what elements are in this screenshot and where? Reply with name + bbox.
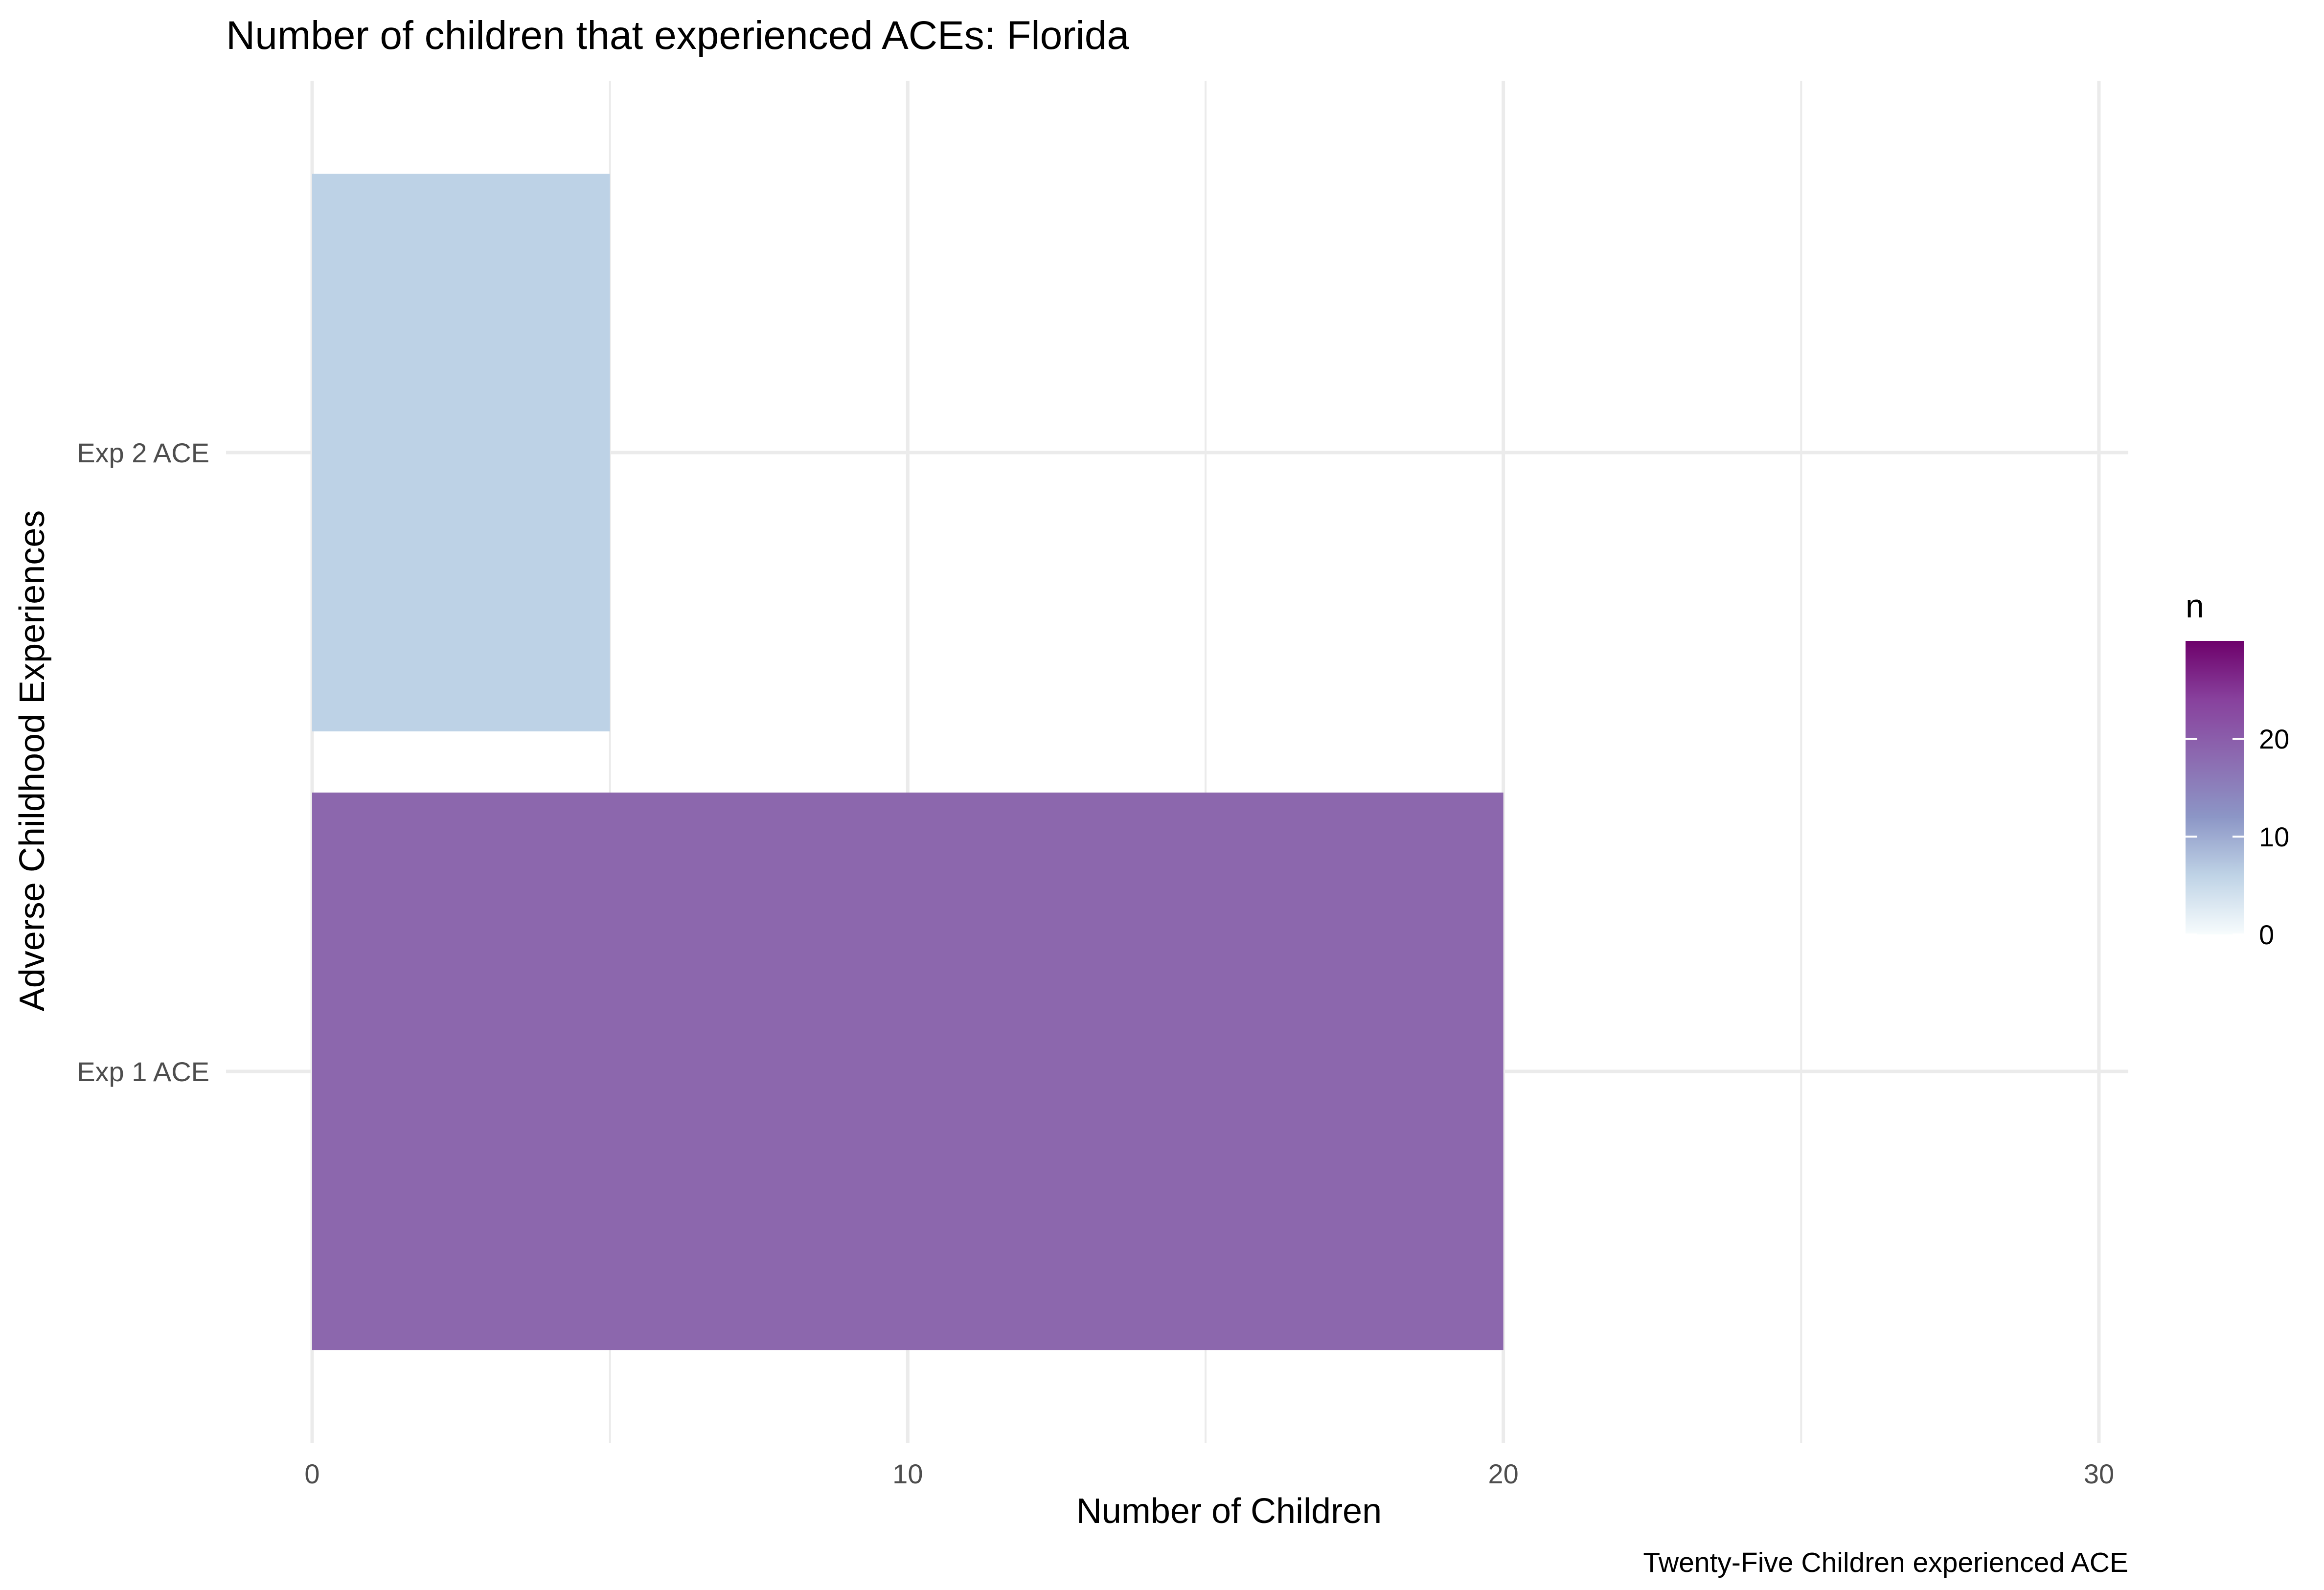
x-tick-label: 30 — [2084, 1458, 2114, 1489]
colorbar — [2186, 641, 2244, 934]
chart-caption: Twenty-Five Children experienced ACE — [1643, 1547, 2128, 1578]
x-tick-label: 0 — [304, 1458, 319, 1489]
y-tick-label: Exp 1 ACE — [77, 1056, 209, 1087]
y-tick-label: Exp 2 ACE — [77, 437, 209, 468]
y-axis-title: Adverse Childhood Experiences — [13, 510, 52, 1012]
x-tick-label: 20 — [1488, 1458, 1519, 1489]
x-tick-labels: 0 10 20 30 — [304, 1458, 2114, 1489]
colorbar-ticks: 0 10 20 — [2186, 724, 2289, 950]
colorbar-tick-label: 0 — [2259, 919, 2274, 950]
bar-exp-1-ace — [312, 793, 1504, 1350]
x-tick-label: 10 — [892, 1458, 923, 1489]
colorbar-tick-label: 20 — [2259, 724, 2289, 754]
bar-exp-2-ace — [312, 174, 610, 731]
chart-title: Number of children that experienced ACEs… — [226, 13, 1129, 58]
y-tick-labels: Exp 1 ACE Exp 2 ACE — [77, 437, 209, 1087]
legend-title: n — [2186, 588, 2204, 625]
x-axis-title: Number of Children — [1076, 1492, 1382, 1531]
colorbar-tick-label: 10 — [2259, 821, 2289, 852]
color-legend: n 0 10 20 — [2186, 588, 2289, 950]
bars — [312, 174, 1504, 1350]
